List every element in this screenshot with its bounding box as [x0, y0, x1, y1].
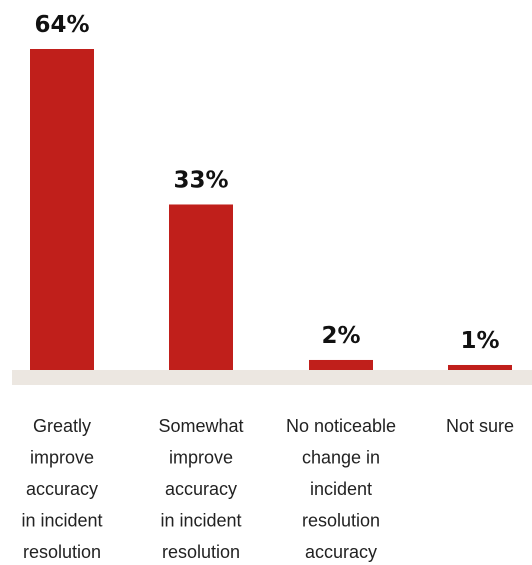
category-label-3-line-4: resolution: [302, 511, 380, 531]
value-label-2: 33%: [173, 167, 228, 193]
category-label-1-line-2: improve: [30, 448, 94, 468]
category-label-3-line-2: change in: [302, 448, 380, 468]
category-label-4: Not sure: [446, 416, 514, 436]
baseline-band: [12, 370, 532, 385]
category-label-4-line-1: Not sure: [446, 416, 514, 436]
category-label-2-line-2: improve: [169, 448, 233, 468]
category-label-3-line-1: No noticeable: [286, 416, 396, 436]
category-label-3-line-3: incident: [310, 479, 372, 499]
category-label-1-line-4: in incident: [21, 511, 102, 531]
category-label-1-line-5: resolution: [23, 542, 101, 562]
category-label-2: Somewhat improve accuracy in incident resolu…: [158, 416, 243, 562]
category-label-3-line-5: accuracy: [305, 542, 377, 562]
category-label-1: Greatly improve accuracy in incident resolut…: [21, 416, 102, 562]
category-label-2-line-1: Somewhat: [158, 416, 243, 436]
bar-3: [309, 359, 373, 370]
value-label-1: 64%: [34, 12, 89, 38]
bar-2: [169, 204, 233, 370]
category-label-1-line-3: accuracy: [26, 479, 98, 499]
bar-1: [30, 49, 94, 370]
category-label-3: No noticeable change in incident resolution…: [286, 416, 396, 562]
category-label-1-line-1: Greatly: [33, 416, 91, 436]
value-label-3: 2%: [321, 323, 360, 349]
value-labels-group: 64% 33% 2% 1%: [34, 12, 499, 354]
category-label-2-line-5: resolution: [162, 542, 240, 562]
category-label-2-line-4: in incident: [160, 511, 241, 531]
bar-4: [448, 364, 512, 370]
category-labels-group: Greatly improve accuracy in incident resolut…: [21, 416, 514, 562]
bars-group: [30, 49, 512, 370]
value-label-4: 1%: [460, 328, 499, 354]
category-label-2-line-3: accuracy: [165, 479, 237, 499]
